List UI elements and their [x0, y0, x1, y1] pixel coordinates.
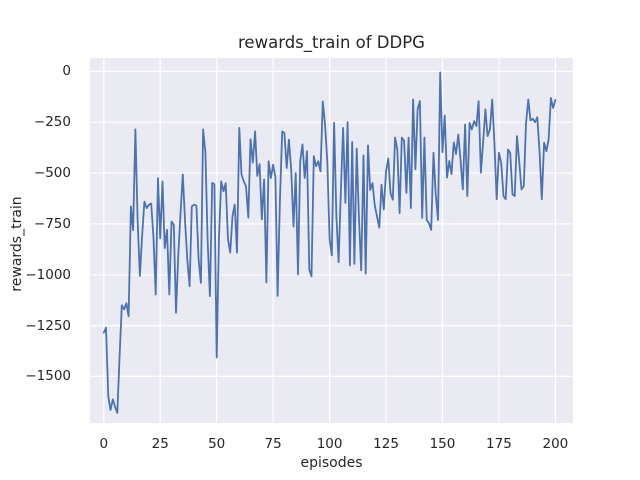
y-tick-label: −1250	[25, 317, 71, 334]
x-tick-label: 75	[264, 436, 282, 452]
x-tick-label: 100	[316, 436, 343, 452]
x-tick-label: 200	[542, 436, 569, 452]
y-tick-label: −250	[33, 114, 71, 131]
y-tick-label: −500	[33, 165, 71, 182]
x-tick-label: 50	[208, 436, 226, 452]
x-tick-label: 125	[373, 436, 399, 452]
x-tick-label: 25	[151, 436, 169, 452]
line-chart-svg	[90, 58, 573, 423]
x-axis-label: episodes	[300, 455, 363, 471]
y-tick-label: 0	[62, 63, 71, 80]
plot-area	[90, 58, 573, 423]
x-tick-label: 150	[429, 436, 456, 452]
y-tick-label: −750	[33, 215, 71, 232]
x-tick-label: 0	[99, 436, 109, 452]
reward-line	[102, 71, 557, 414]
chart-title: rewards_train of DDPG	[238, 33, 425, 52]
y-tick-label: −1500	[25, 368, 71, 385]
y-tick-label: −1000	[25, 266, 71, 283]
x-tick-label: 175	[486, 436, 512, 452]
